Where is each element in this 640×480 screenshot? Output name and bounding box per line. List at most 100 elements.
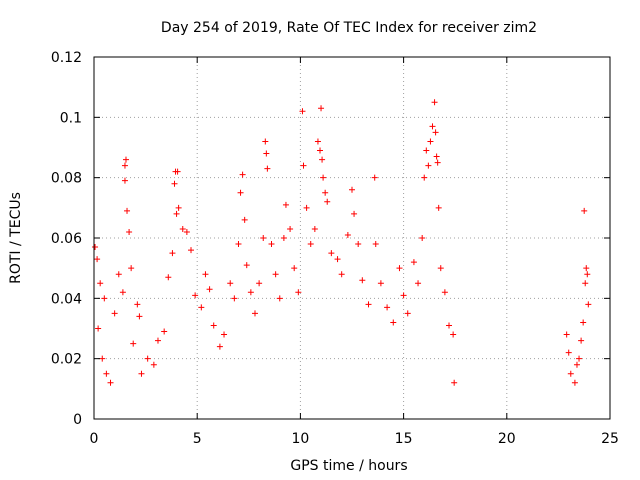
data-point <box>396 265 403 272</box>
data-point <box>317 147 324 154</box>
axis-ticks <box>93 56 611 420</box>
data-point <box>268 241 275 248</box>
data-point <box>338 271 345 278</box>
data-point <box>433 153 440 160</box>
data-point <box>320 174 327 181</box>
data-point <box>319 156 326 163</box>
data-point <box>565 349 572 356</box>
data-point <box>198 304 205 311</box>
scatter-points <box>92 99 592 386</box>
data-point <box>571 379 578 386</box>
data-point <box>419 235 426 241</box>
x-tick-label: 0 <box>90 431 99 447</box>
data-point <box>150 361 157 368</box>
data-point <box>276 295 283 302</box>
data-point <box>128 265 135 272</box>
data-point <box>437 265 444 272</box>
data-point <box>216 343 223 350</box>
y-tick-label: 0.06 <box>51 231 82 247</box>
y-tick-label: 0.12 <box>51 50 82 66</box>
data-point <box>372 241 379 248</box>
x-axis-label: GPS time / hours <box>290 458 407 474</box>
data-point <box>263 150 270 157</box>
data-point <box>446 322 453 329</box>
data-point <box>334 256 341 263</box>
data-point <box>351 210 358 217</box>
data-point <box>173 210 180 217</box>
data-point <box>578 337 585 344</box>
data-point <box>144 355 151 362</box>
x-tick-label: 10 <box>291 431 309 447</box>
y-tick-label: 0.1 <box>60 110 82 126</box>
data-point <box>299 108 306 115</box>
data-point <box>410 259 417 266</box>
x-tick-label: 25 <box>601 431 619 447</box>
data-point <box>583 265 590 272</box>
data-point <box>431 99 438 106</box>
data-point <box>450 331 457 338</box>
y-tick-label: 0 <box>73 412 82 428</box>
data-point <box>122 156 129 163</box>
data-point <box>324 198 331 205</box>
data-point <box>581 207 588 214</box>
data-point <box>365 301 372 308</box>
data-point <box>126 228 133 235</box>
data-point <box>585 301 592 308</box>
data-point <box>136 313 143 320</box>
data-point <box>119 289 126 296</box>
data-point <box>130 340 137 347</box>
data-point <box>349 186 355 193</box>
data-point <box>421 174 428 181</box>
data-point <box>291 265 298 272</box>
x-tick-label: 15 <box>395 431 413 447</box>
data-point <box>260 235 267 241</box>
data-point <box>227 280 234 287</box>
data-point <box>314 138 321 145</box>
data-point <box>94 256 101 263</box>
data-point <box>580 319 587 326</box>
data-point <box>95 325 102 332</box>
y-tick-label: 0.02 <box>51 352 82 368</box>
data-point <box>576 355 583 362</box>
data-point <box>243 262 250 269</box>
data-point <box>423 147 430 154</box>
data-point <box>210 322 217 329</box>
data-point <box>429 123 436 130</box>
data-point <box>584 271 591 278</box>
data-point <box>138 370 145 377</box>
data-point <box>97 280 104 287</box>
plot-frame <box>93 56 611 420</box>
data-point <box>295 289 302 296</box>
data-point <box>256 280 263 287</box>
y-axis-label: ROTI / TECUs <box>8 192 24 284</box>
data-point <box>237 189 244 196</box>
data-point <box>121 177 128 184</box>
data-point <box>262 138 269 145</box>
data-point <box>183 228 190 235</box>
data-point <box>264 165 271 172</box>
data-point <box>328 250 335 257</box>
data-point <box>451 379 458 386</box>
data-point <box>322 189 329 196</box>
data-point <box>107 379 114 386</box>
data-point <box>154 337 161 344</box>
data-point <box>272 271 279 278</box>
data-point <box>251 310 258 317</box>
data-point <box>221 331 228 338</box>
data-point <box>404 310 411 317</box>
data-point <box>425 162 432 169</box>
data-point <box>582 280 589 287</box>
data-point <box>303 204 310 211</box>
data-point <box>206 286 213 293</box>
grid-lines <box>94 57 610 419</box>
data-point <box>563 331 570 338</box>
data-point <box>280 235 287 241</box>
data-point <box>99 355 106 362</box>
data-point <box>202 271 209 278</box>
data-point <box>247 289 254 296</box>
data-point <box>171 180 178 187</box>
x-tick-labels: 0 5 10 15 20 25 <box>90 431 619 447</box>
chart-title: Day 254 of 2019, Rate Of TEC Index for r… <box>161 20 537 36</box>
data-point <box>390 319 397 326</box>
x-tick-label: 5 <box>193 431 202 447</box>
